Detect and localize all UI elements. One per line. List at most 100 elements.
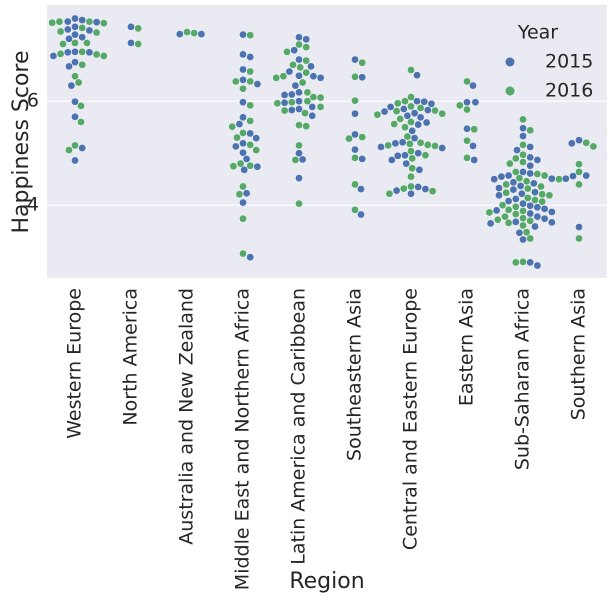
swarm-point [309, 72, 318, 81]
swarm-point [236, 159, 245, 168]
swarm-point [575, 136, 583, 144]
swarm-point [410, 134, 419, 142]
swarm-point [239, 30, 247, 39]
swarm-point [470, 156, 479, 164]
swarm-point [280, 106, 289, 115]
swarm-point [545, 191, 554, 200]
y-axis-label: Happiness Score [9, 50, 34, 233]
swarm-point [392, 107, 401, 115]
swarm-point [515, 174, 524, 182]
swarm-point [56, 27, 65, 36]
swarm-point [280, 91, 289, 99]
swarm-point [280, 98, 289, 107]
swarm-point [78, 61, 86, 69]
swarm-point [71, 156, 79, 165]
swarm-point [526, 161, 535, 170]
swarm-point [345, 134, 353, 143]
swarm-point [290, 46, 299, 55]
swarm-point [56, 50, 65, 58]
swarm-point [351, 72, 359, 81]
swarm-point [519, 141, 527, 149]
swarm-point [519, 235, 527, 244]
swarm-point [533, 156, 542, 164]
swarm-point [463, 124, 471, 133]
swarm-point [401, 97, 409, 105]
swarm-point [463, 105, 471, 114]
swarm-point [302, 35, 311, 44]
swarm-point [295, 105, 303, 113]
swarm-point [351, 96, 359, 105]
swarm-point [495, 191, 503, 200]
swarm-point [239, 148, 247, 157]
swarm-point [252, 134, 261, 142]
swarm-point [351, 55, 359, 64]
swarm-point [575, 223, 583, 231]
swarm-point [49, 52, 58, 60]
swarm-point [287, 90, 296, 99]
swarm-point [242, 155, 251, 163]
swarm-point [519, 158, 527, 166]
swarm-point [279, 72, 288, 81]
swarm-point [422, 118, 431, 127]
swarm-point [351, 180, 359, 189]
swarm-point [540, 205, 549, 213]
swarm-point [408, 154, 417, 163]
swarm-point [438, 109, 447, 118]
swarm-point [239, 139, 247, 148]
swarm-point [78, 24, 86, 32]
swarm-point [295, 55, 303, 64]
swarm-point [548, 208, 556, 216]
swarm-point [239, 214, 247, 223]
swarm-point [501, 212, 509, 221]
swarm-point [246, 117, 254, 125]
swarm-point [307, 62, 315, 71]
swarm-point [526, 143, 535, 151]
swarm-point [301, 109, 309, 117]
swarm-point [519, 168, 527, 176]
x-tick-label: Southeastern Asia [344, 288, 366, 461]
swarm-point [71, 39, 79, 47]
swarm-point [391, 139, 400, 148]
swarm-point [407, 66, 415, 74]
swarm-point [252, 146, 261, 154]
swarm-point [402, 159, 411, 168]
swarm-point [463, 154, 471, 162]
swarm-point [518, 189, 526, 198]
swarm-point [538, 190, 547, 199]
swarm-point [504, 219, 513, 227]
swarm-point [463, 136, 471, 145]
swarm-point [85, 26, 94, 35]
x-tick-label: Central and Eastern Europe [400, 288, 422, 550]
swarm-point [303, 97, 312, 105]
swarm-point [407, 118, 415, 126]
swarm-point [407, 172, 415, 181]
swarm-point [134, 40, 142, 48]
swarm-point [509, 185, 518, 194]
swarm-point [463, 98, 471, 107]
swarm-point [504, 206, 513, 214]
swarm-point [493, 215, 502, 224]
swarm-point [512, 195, 520, 203]
swarm-point [65, 35, 73, 43]
swarm-point [246, 253, 254, 262]
swarm-point [414, 183, 423, 191]
swarm-point [229, 162, 238, 170]
swarm-point [64, 48, 72, 57]
swarm-point [416, 113, 425, 122]
swarm-point [387, 156, 396, 164]
swarm-point [533, 212, 542, 221]
swarm-point [420, 97, 429, 106]
swarm-point [190, 29, 198, 37]
swarm-point [526, 216, 535, 225]
swarm-point [295, 174, 303, 182]
x-tick-label: North America [120, 288, 142, 426]
swarm-point [246, 161, 254, 170]
swarm-point [298, 78, 307, 87]
swarm-point [100, 19, 108, 28]
plot-area [47, 5, 607, 278]
swarm-point [562, 174, 570, 183]
swarm-point [246, 67, 254, 76]
swarm-point [568, 139, 576, 148]
swarm-point [357, 210, 365, 219]
swarm-point [386, 103, 395, 111]
